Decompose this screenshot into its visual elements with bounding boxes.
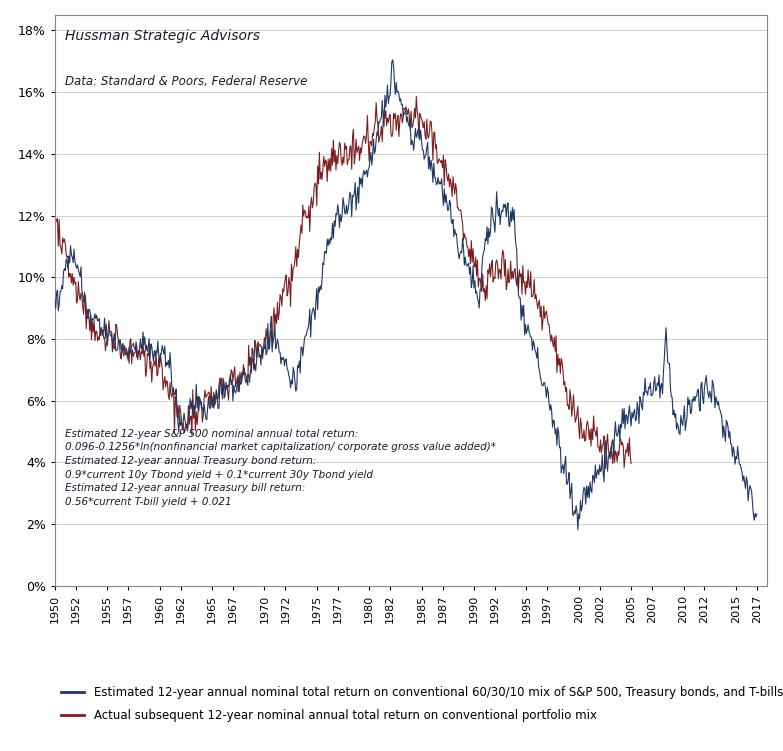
Text: Hussman Strategic Advisors: Hussman Strategic Advisors: [66, 29, 261, 44]
Text: Data: Standard & Poors, Federal Reserve: Data: Standard & Poors, Federal Reserve: [66, 75, 308, 88]
Text: Estimated 12-year S&P 500 nominal annual total return:
0.096-0.1256*ln(nonfinanc: Estimated 12-year S&P 500 nominal annual…: [66, 429, 496, 507]
Legend: Estimated 12-year annual nominal total return on conventional 60/30/10 mix of S&: Estimated 12-year annual nominal total r…: [61, 686, 783, 722]
